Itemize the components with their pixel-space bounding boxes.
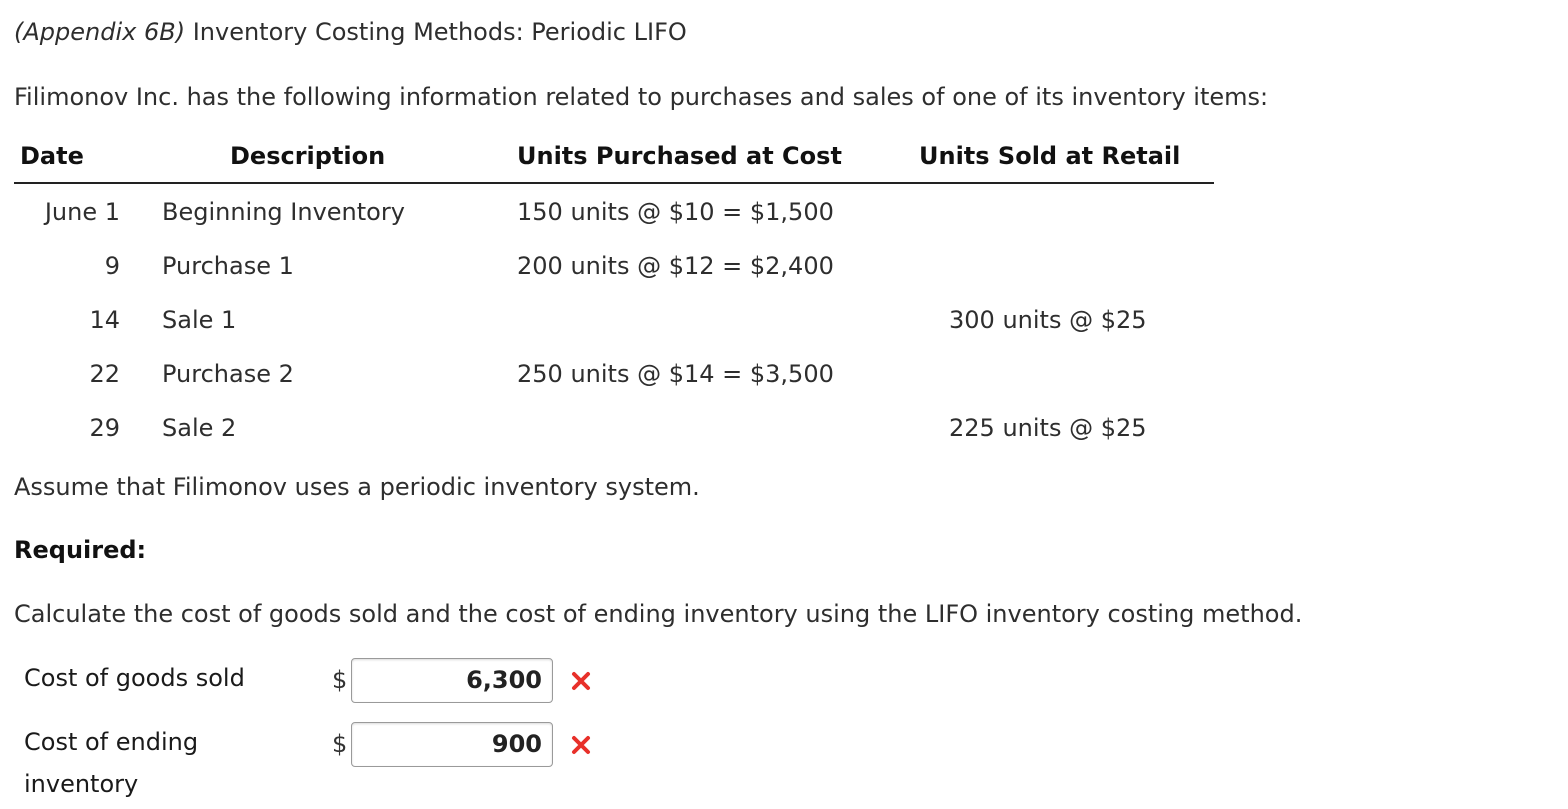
row-date: 9	[104, 252, 120, 280]
row-description: Sale 2	[162, 414, 237, 442]
cogs-input[interactable]: 6,300	[351, 658, 553, 703]
row-description: Purchase 1	[162, 252, 294, 280]
instruction-text: Calculate the cost of goods sold and the…	[14, 600, 1303, 628]
cogs-label: Cost of goods sold	[24, 664, 245, 692]
row-sold: 225 units @ $25	[949, 414, 1147, 442]
ending-currency: $	[332, 730, 348, 758]
col-header-description: Description	[230, 142, 386, 170]
assumption-text: Assume that Filimonov uses a periodic in…	[14, 473, 700, 501]
ending-label-line2: inventory	[24, 770, 139, 798]
appendix-tag: (Appendix 6B)	[14, 18, 186, 46]
table-row: June 1 Beginning Inventory 150 units @ $…	[0, 198, 1568, 238]
table-row: 9 Purchase 1 200 units @ $12 = $2,400	[0, 252, 1568, 292]
page-title: (Appendix 6B) Inventory Costing Methods:…	[14, 18, 687, 46]
table-row: 22 Purchase 2 250 units @ $14 = $3,500	[0, 360, 1568, 400]
row-sold: 300 units @ $25	[949, 306, 1147, 334]
row-description: Sale 1	[162, 306, 237, 334]
intro-text: Filimonov Inc. has the following informa…	[14, 83, 1269, 111]
title-text: Inventory Costing Methods: Periodic LIFO	[192, 18, 687, 46]
table-row: 14 Sale 1 300 units @ $25	[0, 306, 1568, 346]
row-description: Purchase 2	[162, 360, 294, 388]
row-date: 29	[89, 414, 120, 442]
ending-label-line1: Cost of ending	[24, 728, 199, 756]
cogs-currency: $	[332, 666, 348, 694]
row-date: 14	[89, 306, 120, 334]
x-mark-icon	[572, 736, 590, 754]
row-purchased: 150 units @ $10 = $1,500	[517, 198, 834, 226]
ending-inventory-input[interactable]: 900	[351, 722, 553, 767]
row-description: Beginning Inventory	[162, 198, 405, 226]
table-row: 29 Sale 2 225 units @ $25	[0, 414, 1568, 454]
required-heading: Required:	[14, 536, 147, 564]
row-date: June 1	[44, 198, 120, 226]
table-header-divider	[14, 182, 1214, 184]
row-date: 22	[89, 360, 120, 388]
col-header-sold: Units Sold at Retail	[919, 142, 1181, 170]
row-purchased: 250 units @ $14 = $3,500	[517, 360, 834, 388]
col-header-purchased: Units Purchased at Cost	[517, 142, 842, 170]
col-header-date: Date	[20, 142, 84, 170]
x-mark-icon	[572, 672, 590, 690]
row-purchased: 200 units @ $12 = $2,400	[517, 252, 834, 280]
